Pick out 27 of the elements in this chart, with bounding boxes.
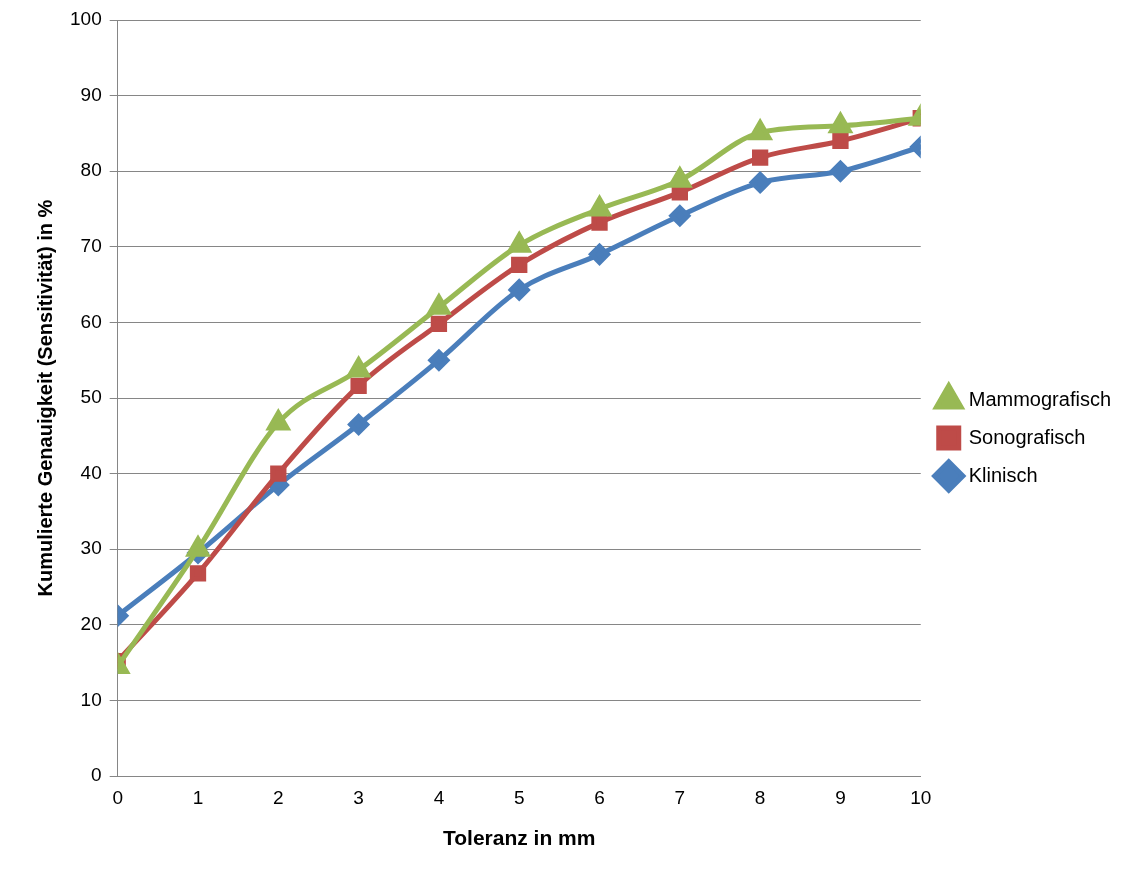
y-tick-label: 80 [80,159,102,181]
y-tick-label: 60 [80,310,102,332]
legend-label: Klinisch [968,463,1038,486]
x-tick-label: 5 [513,786,525,808]
x-tick-label: 9 [835,786,846,808]
y-tick-label: 100 [70,8,102,30]
x-tick-label: 7 [674,786,686,808]
x-tick-label: 0 [112,786,123,808]
y-tick-label: 10 [80,688,102,710]
y-tick-label: 0 [91,764,102,786]
y-axis-title: Kumulierte Genauigkeit (Sensitivität) in % [33,199,56,597]
y-tick-label: 40 [80,461,102,483]
x-tick-label: 2 [273,786,284,808]
x-tick-label: 4 [433,786,445,808]
x-tick-label: 1 [192,786,204,808]
y-tick-label: 90 [80,83,102,105]
x-tick-label: 6 [594,786,605,808]
x-tick-label: 3 [353,786,364,808]
y-tick-label: 30 [80,537,102,559]
x-tick-label: 8 [754,786,766,808]
x-axis-title: Toleranz in mm [442,826,596,850]
x-tick-label: 10 [910,786,932,808]
y-tick-label: 70 [80,235,102,257]
y-tick-label: 20 [80,613,102,635]
legend-label: Sonografisch [968,425,1086,448]
legend-label: Mammografisch [968,387,1112,410]
y-tick-label: 50 [80,386,102,408]
